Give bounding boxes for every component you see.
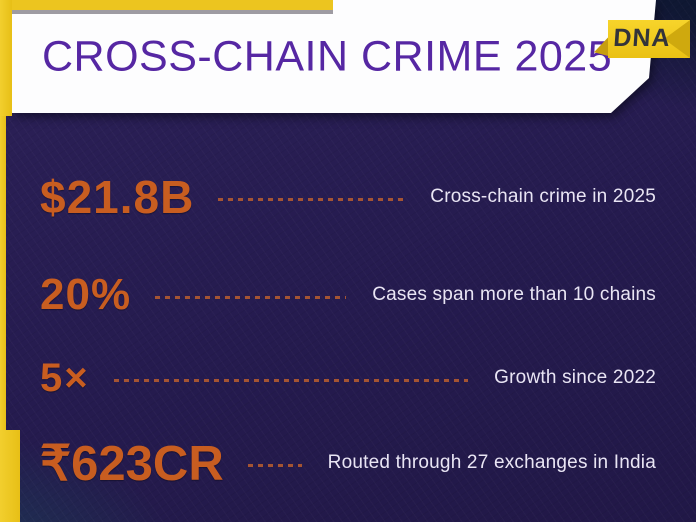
dotted-leader [218, 197, 405, 201]
stat-row: 20% Cases span more than 10 chains [40, 265, 656, 325]
stat-label: Growth since 2022 [494, 367, 656, 388]
dna-logo-text: DNA [612, 23, 672, 52]
stat-value: 20% [40, 270, 132, 319]
dotted-leader [113, 378, 469, 382]
stat-value: ₹623CR [40, 436, 224, 491]
top-bar-shadow [12, 10, 333, 14]
title-banner: CROSS-CHAIN CRIME 2025 [12, 0, 656, 113]
stat-row: ₹623CR Routed through 27 exchanges in In… [40, 433, 656, 493]
stat-row: 5× Growth since 2022 [40, 348, 656, 408]
dotted-leader [155, 295, 347, 299]
stat-row: $21.8B Cross-chain crime in 2025 [40, 167, 656, 227]
left-border-top [0, 0, 12, 116]
stat-label: Routed through 27 exchanges in India [327, 452, 656, 473]
stat-value: $21.8B [40, 171, 195, 223]
stat-label: Cases span more than 10 chains [372, 284, 656, 305]
page-title: CROSS-CHAIN CRIME 2025 [42, 32, 613, 80]
stat-value: 5× [40, 355, 90, 400]
dotted-leader [247, 463, 302, 467]
dna-logo: DNA [594, 20, 690, 58]
title-banner-shape: CROSS-CHAIN CRIME 2025 [12, 0, 656, 113]
top-yellow-bar [0, 0, 333, 10]
dna-logo-ribbon: DNA [608, 20, 690, 58]
left-border-middle [0, 116, 6, 430]
left-border-bottom [0, 430, 20, 522]
stat-label: Cross-chain crime in 2025 [430, 186, 656, 207]
